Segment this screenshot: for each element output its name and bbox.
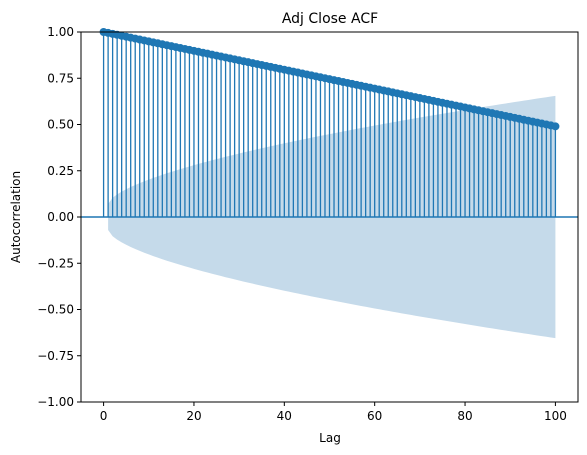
x-tick-label: 20 [186,409,201,423]
x-tick-label: 100 [544,409,567,423]
y-tick-label: −0.75 [37,349,74,363]
y-tick-label: −0.25 [37,256,74,270]
markers-layer [99,28,560,131]
y-tick-label: 0.00 [47,210,74,224]
y-axis-ticks: −1.00 −0.75 −0.50 −0.25 0.00 0.25 0.50 0.75 1.00 [37,25,81,409]
y-tick-label: −0.50 [37,303,74,317]
x-axis-ticks: 0 20 40 60 80 100 [100,402,567,423]
y-tick-label: 0.50 [47,118,74,132]
y-axis-label: Autocorrelation [9,171,23,263]
x-tick-label: 40 [277,409,292,423]
stems-layer [102,32,557,217]
y-tick-label: −1.00 [37,395,74,409]
y-tick-label: 1.00 [47,25,74,39]
x-axis-label: Lag [319,431,341,445]
x-tick-label: 60 [367,409,382,423]
y-tick-label: 0.75 [47,71,74,85]
x-tick-label: 0 [100,409,108,423]
chart-title: Adj Close ACF [282,11,378,27]
acf-point [551,122,560,131]
y-tick-label: 0.25 [47,164,74,178]
x-tick-label: 80 [457,409,472,423]
